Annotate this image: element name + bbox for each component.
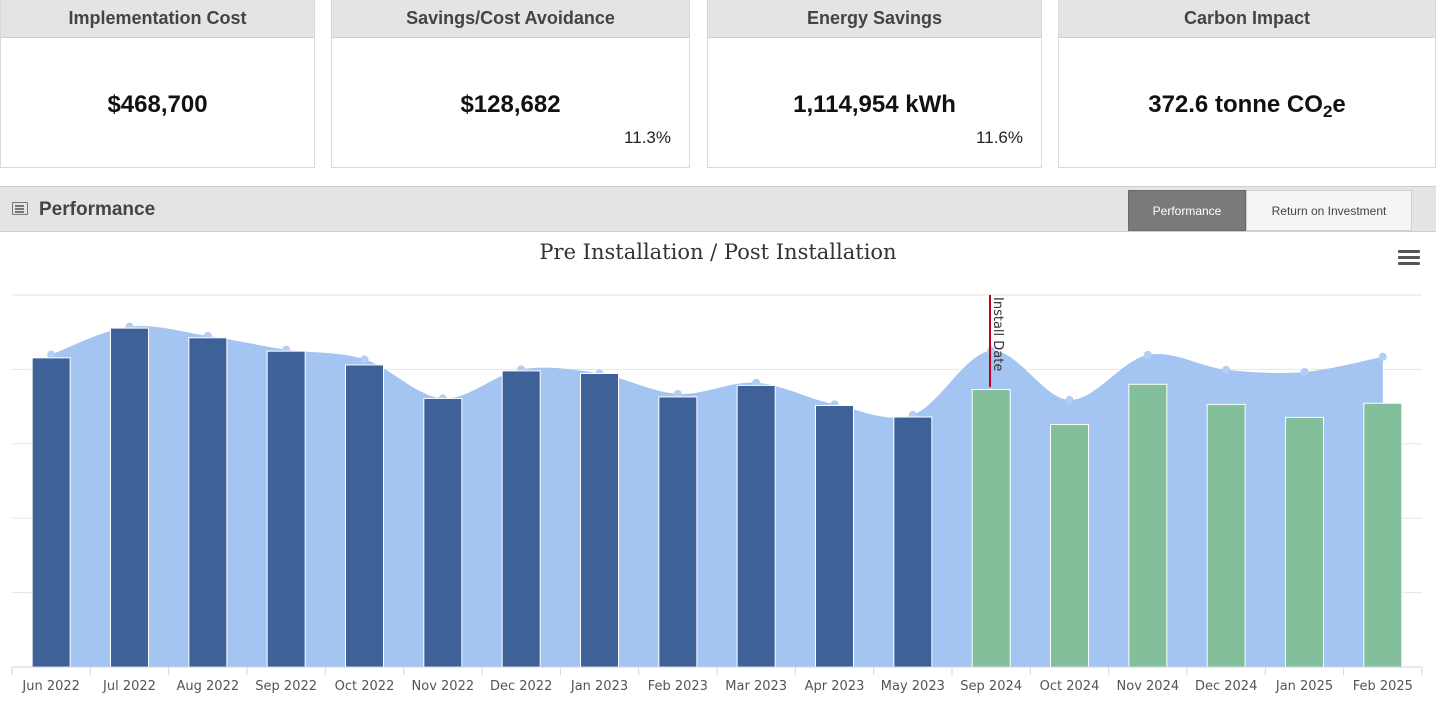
- pre-install-bar: [501, 370, 541, 668]
- performance-title: Performance: [39, 199, 156, 220]
- x-tick-label: Feb 2025: [1353, 679, 1413, 694]
- pre-install-bar: [736, 384, 776, 668]
- pre-install-bar: [893, 416, 933, 668]
- kpi-savings: Savings/Cost Avoidance $128,682 11.3%: [331, 0, 690, 168]
- x-tick-label: Mar 2023: [725, 679, 787, 694]
- post-install-bar: [1050, 423, 1089, 668]
- baseline-point: [1378, 352, 1387, 361]
- chart-container: Pre Installation / Post Installation Ins…: [0, 232, 1436, 712]
- baseline-point: [1300, 368, 1309, 377]
- post-install-bar: [1206, 403, 1246, 668]
- x-tick-label: Dec 2022: [490, 679, 552, 694]
- pre-install-bar: [31, 357, 71, 668]
- kpi-title: Implementation Cost: [1, 0, 314, 38]
- pre-install-bar: [658, 396, 698, 668]
- list-panel-icon: [12, 202, 28, 215]
- post-install-bar: [1285, 416, 1324, 668]
- kpi-carbon-impact: Carbon Impact 372.6 tonne CO2e: [1058, 0, 1436, 168]
- pre-install-bar: [345, 364, 384, 668]
- x-tick-label: Aug 2022: [177, 679, 240, 694]
- x-tick-label: Nov 2024: [1117, 679, 1180, 694]
- x-tick-label: Nov 2022: [412, 679, 475, 694]
- x-tick-label: Jan 2023: [570, 679, 628, 694]
- performance-header: Performance Performance Return on Invest…: [0, 186, 1436, 232]
- x-tick-label: Oct 2024: [1040, 679, 1100, 694]
- baseline-point: [360, 355, 369, 364]
- install-date-label: Install Date: [990, 297, 1005, 371]
- kpi-value-subscript: 2: [1322, 102, 1333, 121]
- chart-title: Pre Installation / Post Installation: [539, 240, 897, 264]
- pre-install-bar: [188, 337, 228, 668]
- kpi-value: 1,114,954 kWh: [793, 91, 956, 118]
- kpi-value: $128,682: [460, 91, 561, 118]
- x-tick-label: May 2023: [881, 679, 945, 694]
- kpi-value: $468,700: [107, 91, 208, 118]
- kpi-percent: 11.6%: [976, 128, 1023, 147]
- baseline-point: [1065, 395, 1074, 404]
- baseline-area: [51, 325, 1383, 667]
- baseline-point: [1222, 365, 1231, 374]
- kpi-value-tail: e: [1332, 91, 1346, 118]
- kpi-value-main: 372.6 tonne CO: [1148, 91, 1323, 118]
- hamburger-menu-icon[interactable]: [1398, 250, 1420, 268]
- kpi-energy-savings: Energy Savings 1,114,954 kWh 11.6%: [707, 0, 1042, 168]
- kpi-percent: 11.3%: [624, 128, 671, 147]
- baseline-point: [752, 378, 761, 387]
- x-tick-label: Sep 2024: [960, 679, 1022, 694]
- x-tick-label: Sep 2022: [255, 679, 317, 694]
- roi-toggle-button[interactable]: Return on Investment: [1246, 190, 1412, 231]
- x-tick-label: Oct 2022: [335, 679, 395, 694]
- baseline-point: [673, 389, 682, 398]
- kpi-row: Implementation Cost $468,700 Savings/Cos…: [0, 0, 1436, 168]
- x-tick-label: Feb 2023: [648, 679, 708, 694]
- pre-install-bar: [110, 327, 149, 668]
- post-install-bar: [1128, 383, 1168, 668]
- kpi-implementation-cost: Implementation Cost $468,700: [0, 0, 315, 168]
- x-tick-label: Jun 2022: [21, 679, 80, 694]
- kpi-value: 372.6 tonne CO2e: [1059, 91, 1435, 122]
- pre-install-bar: [423, 397, 463, 668]
- pre-install-bar: [580, 372, 619, 668]
- post-install-bar: [971, 388, 1011, 668]
- post-install-bar: [1363, 402, 1403, 668]
- pre-post-chart: Install Date Jun 2022 Jul 2022 Aug 2022 Sep …: [11, 294, 1423, 694]
- kpi-title: Savings/Cost Avoidance: [332, 0, 689, 38]
- pre-install-bar: [266, 350, 306, 668]
- performance-toggle-button[interactable]: Performance: [1128, 190, 1246, 231]
- kpi-title: Energy Savings: [708, 0, 1041, 38]
- x-tick-label: Jan 2025: [1275, 679, 1333, 694]
- x-tick-label: Jul 2022: [102, 679, 156, 694]
- x-tick-label: Apr 2023: [805, 679, 865, 694]
- baseline-point: [47, 350, 56, 359]
- baseline-point: [1143, 350, 1152, 359]
- x-tick-label: Dec 2024: [1195, 679, 1257, 694]
- pre-install-bar: [815, 404, 854, 668]
- kpi-title: Carbon Impact: [1059, 0, 1435, 38]
